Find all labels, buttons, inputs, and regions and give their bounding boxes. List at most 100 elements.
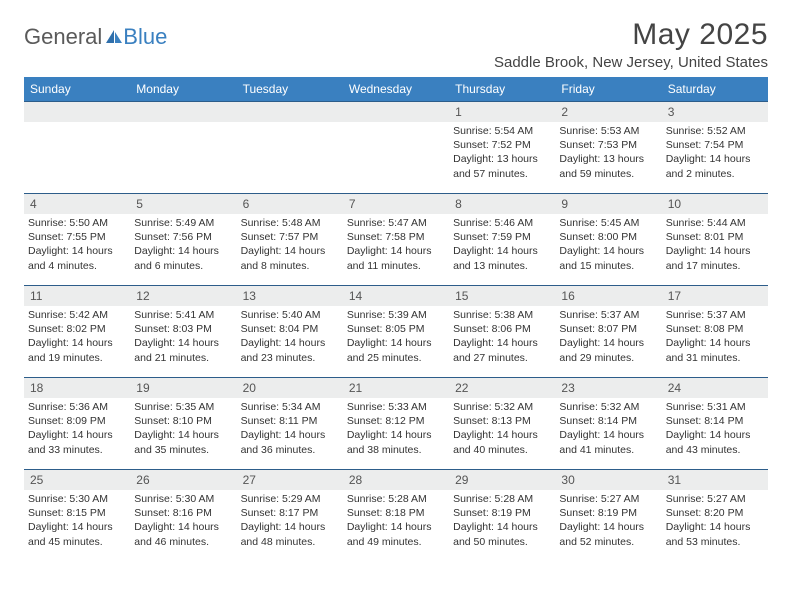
calendar-week-row: 11Sunrise: 5:42 AMSunset: 8:02 PMDayligh… xyxy=(24,286,768,378)
calendar-cell: 22Sunrise: 5:32 AMSunset: 8:13 PMDayligh… xyxy=(449,378,555,470)
day-number: 31 xyxy=(662,470,768,490)
sunset-line: Sunset: 8:04 PM xyxy=(241,322,339,336)
day-number: 5 xyxy=(130,194,236,214)
calendar-cell: 15Sunrise: 5:38 AMSunset: 8:06 PMDayligh… xyxy=(449,286,555,378)
sunrise-line: Sunrise: 5:33 AM xyxy=(347,400,445,414)
sunset-line: Sunset: 8:16 PM xyxy=(134,506,232,520)
day-number-empty xyxy=(343,102,449,122)
sunrise-line: Sunrise: 5:30 AM xyxy=(28,492,126,506)
calendar-cell: 9Sunrise: 5:45 AMSunset: 8:00 PMDaylight… xyxy=(555,194,661,286)
day-details: Sunrise: 5:49 AMSunset: 7:56 PMDaylight:… xyxy=(130,214,236,277)
day-number: 29 xyxy=(449,470,555,490)
sunset-line: Sunset: 8:05 PM xyxy=(347,322,445,336)
day-details: Sunrise: 5:33 AMSunset: 8:12 PMDaylight:… xyxy=(343,398,449,461)
calendar-cell xyxy=(237,102,343,194)
calendar-cell xyxy=(130,102,236,194)
sunrise-line: Sunrise: 5:37 AM xyxy=(666,308,764,322)
daylight-line: Daylight: 14 hours and 41 minutes. xyxy=(559,428,657,456)
calendar-week-row: 4Sunrise: 5:50 AMSunset: 7:55 PMDaylight… xyxy=(24,194,768,286)
day-number: 7 xyxy=(343,194,449,214)
day-details: Sunrise: 5:32 AMSunset: 8:14 PMDaylight:… xyxy=(555,398,661,461)
sunrise-line: Sunrise: 5:42 AM xyxy=(28,308,126,322)
day-details: Sunrise: 5:40 AMSunset: 8:04 PMDaylight:… xyxy=(237,306,343,369)
calendar-week-row: 1Sunrise: 5:54 AMSunset: 7:52 PMDaylight… xyxy=(24,102,768,194)
sunset-line: Sunset: 8:06 PM xyxy=(453,322,551,336)
daylight-line: Daylight: 14 hours and 19 minutes. xyxy=(28,336,126,364)
sunset-line: Sunset: 8:08 PM xyxy=(666,322,764,336)
brand-general: General xyxy=(24,24,102,50)
calendar-cell: 7Sunrise: 5:47 AMSunset: 7:58 PMDaylight… xyxy=(343,194,449,286)
sunset-line: Sunset: 7:54 PM xyxy=(666,138,764,152)
day-number: 12 xyxy=(130,286,236,306)
weekday-header: Tuesday xyxy=(237,77,343,102)
day-details: Sunrise: 5:31 AMSunset: 8:14 PMDaylight:… xyxy=(662,398,768,461)
calendar-cell: 12Sunrise: 5:41 AMSunset: 8:03 PMDayligh… xyxy=(130,286,236,378)
calendar-cell: 13Sunrise: 5:40 AMSunset: 8:04 PMDayligh… xyxy=(237,286,343,378)
calendar-cell xyxy=(24,102,130,194)
title-block: May 2025 Saddle Brook, New Jersey, Unite… xyxy=(494,18,768,71)
calendar-cell: 27Sunrise: 5:29 AMSunset: 8:17 PMDayligh… xyxy=(237,470,343,562)
day-number: 14 xyxy=(343,286,449,306)
daylight-line: Daylight: 14 hours and 33 minutes. xyxy=(28,428,126,456)
day-number: 28 xyxy=(343,470,449,490)
day-number: 15 xyxy=(449,286,555,306)
sunrise-line: Sunrise: 5:37 AM xyxy=(559,308,657,322)
calendar-week-row: 18Sunrise: 5:36 AMSunset: 8:09 PMDayligh… xyxy=(24,378,768,470)
day-number: 16 xyxy=(555,286,661,306)
daylight-line: Daylight: 14 hours and 15 minutes. xyxy=(559,244,657,272)
sunrise-line: Sunrise: 5:27 AM xyxy=(666,492,764,506)
daylight-line: Daylight: 14 hours and 29 minutes. xyxy=(559,336,657,364)
day-number: 26 xyxy=(130,470,236,490)
sunrise-line: Sunrise: 5:36 AM xyxy=(28,400,126,414)
sunset-line: Sunset: 8:15 PM xyxy=(28,506,126,520)
day-details: Sunrise: 5:54 AMSunset: 7:52 PMDaylight:… xyxy=(449,122,555,185)
calendar-week-row: 25Sunrise: 5:30 AMSunset: 8:15 PMDayligh… xyxy=(24,470,768,562)
daylight-line: Daylight: 14 hours and 43 minutes. xyxy=(666,428,764,456)
sunset-line: Sunset: 8:11 PM xyxy=(241,414,339,428)
daylight-line: Daylight: 14 hours and 35 minutes. xyxy=(134,428,232,456)
day-number: 21 xyxy=(343,378,449,398)
sunrise-line: Sunrise: 5:30 AM xyxy=(134,492,232,506)
calendar-body: 1Sunrise: 5:54 AMSunset: 7:52 PMDaylight… xyxy=(24,102,768,562)
day-details: Sunrise: 5:28 AMSunset: 8:18 PMDaylight:… xyxy=(343,490,449,553)
sunset-line: Sunset: 7:58 PM xyxy=(347,230,445,244)
sunset-line: Sunset: 7:59 PM xyxy=(453,230,551,244)
calendar-cell: 19Sunrise: 5:35 AMSunset: 8:10 PMDayligh… xyxy=(130,378,236,470)
day-details: Sunrise: 5:28 AMSunset: 8:19 PMDaylight:… xyxy=(449,490,555,553)
day-details: Sunrise: 5:27 AMSunset: 8:20 PMDaylight:… xyxy=(662,490,768,553)
sunrise-line: Sunrise: 5:49 AM xyxy=(134,216,232,230)
day-number: 11 xyxy=(24,286,130,306)
sunset-line: Sunset: 8:17 PM xyxy=(241,506,339,520)
sunrise-line: Sunrise: 5:27 AM xyxy=(559,492,657,506)
day-details: Sunrise: 5:36 AMSunset: 8:09 PMDaylight:… xyxy=(24,398,130,461)
sunset-line: Sunset: 8:01 PM xyxy=(666,230,764,244)
day-number: 9 xyxy=(555,194,661,214)
calendar-head: SundayMondayTuesdayWednesdayThursdayFrid… xyxy=(24,77,768,102)
day-number: 2 xyxy=(555,102,661,122)
daylight-line: Daylight: 14 hours and 53 minutes. xyxy=(666,520,764,548)
daylight-line: Daylight: 14 hours and 46 minutes. xyxy=(134,520,232,548)
day-number-empty xyxy=(237,102,343,122)
brand-logo: General Blue xyxy=(24,18,167,50)
daylight-line: Daylight: 14 hours and 52 minutes. xyxy=(559,520,657,548)
sunrise-line: Sunrise: 5:28 AM xyxy=(347,492,445,506)
calendar-cell: 20Sunrise: 5:34 AMSunset: 8:11 PMDayligh… xyxy=(237,378,343,470)
calendar-cell: 14Sunrise: 5:39 AMSunset: 8:05 PMDayligh… xyxy=(343,286,449,378)
sunrise-line: Sunrise: 5:40 AM xyxy=(241,308,339,322)
day-number: 6 xyxy=(237,194,343,214)
day-number: 24 xyxy=(662,378,768,398)
daylight-line: Daylight: 13 hours and 57 minutes. xyxy=(453,152,551,180)
sunrise-line: Sunrise: 5:32 AM xyxy=(559,400,657,414)
sunrise-line: Sunrise: 5:44 AM xyxy=(666,216,764,230)
sunset-line: Sunset: 8:10 PM xyxy=(134,414,232,428)
sunrise-line: Sunrise: 5:45 AM xyxy=(559,216,657,230)
sunset-line: Sunset: 7:53 PM xyxy=(559,138,657,152)
day-details: Sunrise: 5:39 AMSunset: 8:05 PMDaylight:… xyxy=(343,306,449,369)
day-number: 13 xyxy=(237,286,343,306)
sunset-line: Sunset: 7:55 PM xyxy=(28,230,126,244)
daylight-line: Daylight: 14 hours and 13 minutes. xyxy=(453,244,551,272)
daylight-line: Daylight: 13 hours and 59 minutes. xyxy=(559,152,657,180)
sunset-line: Sunset: 8:20 PM xyxy=(666,506,764,520)
day-number: 22 xyxy=(449,378,555,398)
calendar-cell: 1Sunrise: 5:54 AMSunset: 7:52 PMDaylight… xyxy=(449,102,555,194)
